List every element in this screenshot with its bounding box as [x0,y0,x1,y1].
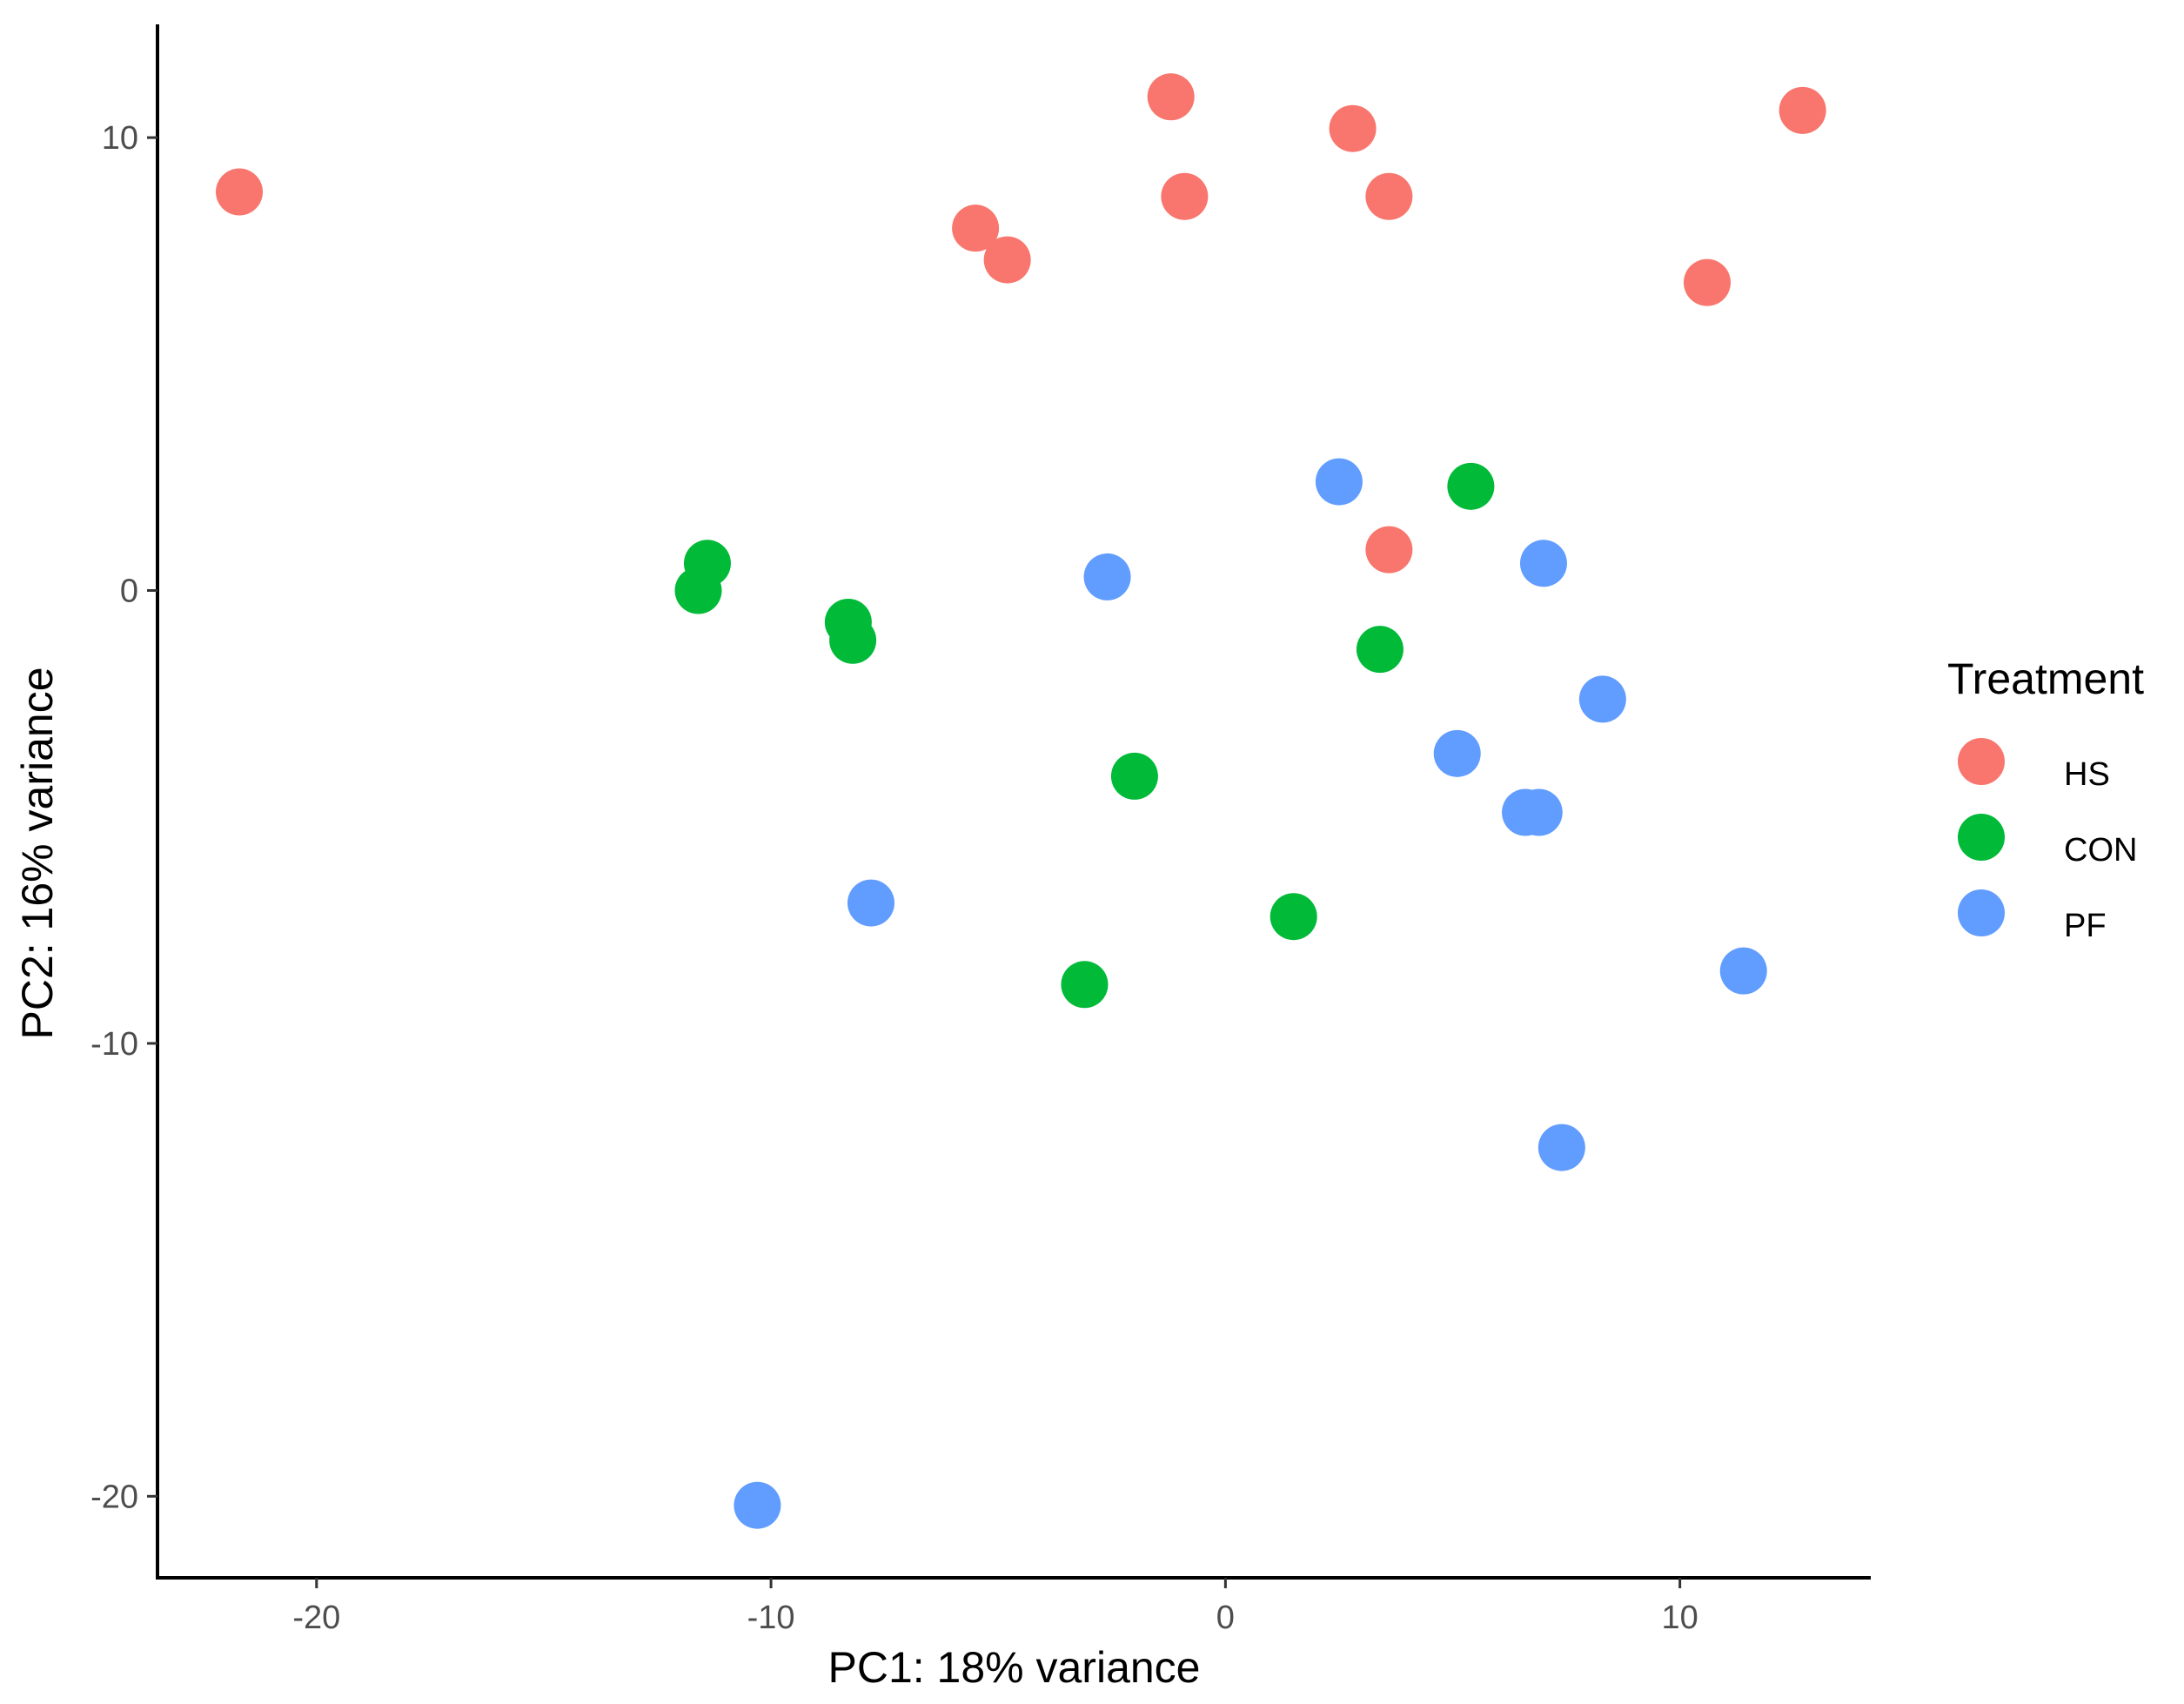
ticks-layer: -20 -10 0 10 10 0 -10 -20 [90,120,1698,1636]
data-point-con [674,567,722,614]
y-axis-title: PC2: 16% variance [13,667,62,1039]
y-tick-label: 0 [120,574,138,610]
y-tick-label: -10 [90,1026,138,1063]
y-tick-label: 10 [102,120,138,157]
data-point-hs [1683,258,1731,306]
data-point-pf [1719,947,1767,995]
data-point-hs [983,236,1031,284]
legend: Treatment HS CON PF [1947,654,2144,944]
legend-items: HS CON PF [1958,738,2137,944]
data-point-hs [1365,526,1413,574]
data-point-pf [1538,1124,1585,1171]
data-point-pf [734,1481,781,1529]
data-point-con [1061,961,1109,1009]
data-point-hs [216,168,264,216]
data-point-pf [1433,729,1481,777]
data-point-hs [952,205,1000,252]
data-point-pf [847,879,894,927]
legend-key-con [1958,814,2005,861]
x-axis-title: PC1: 18% variance [827,1643,1200,1692]
data-point-hs [1329,104,1377,152]
legend-label-con: CON [2064,832,2137,869]
x-tick-label: -20 [292,1600,340,1636]
data-point-pf [1515,788,1563,836]
data-point-hs [1365,172,1413,220]
x-tick-label: 10 [1662,1600,1698,1636]
data-point-pf [1315,458,1363,506]
data-point-con [1356,626,1404,674]
data-point-hs [1161,172,1209,220]
legend-key-hs [1958,738,2005,785]
legend-label-pf: PF [2064,908,2107,944]
x-tick-label: -10 [747,1600,795,1636]
data-point-con [1447,462,1495,510]
data-point-pf [1083,553,1131,600]
data-point-hs [1779,86,1826,134]
legend-title: Treatment [1947,654,2144,703]
data-point-con [1270,893,1317,941]
legend-label-hs: HS [2064,756,2110,793]
axes-layer [156,24,1871,1580]
data-point-con [829,616,877,664]
data-point-pf [1519,540,1567,587]
y-tick-label: -20 [90,1479,138,1515]
x-tick-label: 0 [1216,1600,1235,1636]
data-point-pf [1578,675,1626,723]
data-point-con [1110,752,1158,800]
points-layer [216,73,1826,1529]
legend-key-pf [1958,889,2005,936]
data-point-hs [1147,73,1195,121]
